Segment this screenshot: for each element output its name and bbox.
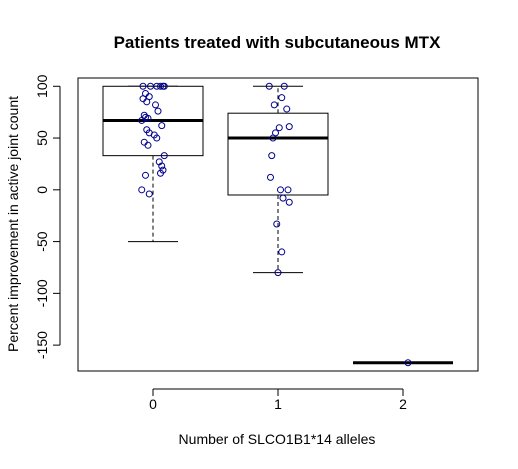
data-point — [160, 152, 168, 160]
y-tick-label: -100 — [34, 279, 50, 307]
x-axis-label: Number of SLCO1B1*14 alleles — [179, 431, 376, 447]
data-point — [154, 107, 162, 115]
box-iqr — [227, 112, 329, 196]
data-point — [278, 248, 286, 256]
data-point — [275, 124, 283, 132]
y-axis-label: Percent improvement in active joint coun… — [5, 96, 21, 352]
y-tick-label: -50 — [34, 231, 50, 251]
data-point — [138, 116, 146, 124]
data-point — [278, 94, 286, 102]
x-tick-label: 0 — [149, 396, 157, 412]
data-point — [144, 114, 152, 122]
data-point — [285, 123, 293, 131]
y-tick-label: 100 — [34, 74, 50, 98]
data-point — [277, 186, 284, 194]
boxes-layer — [102, 85, 453, 365]
x-axis: 0 1 2 — [149, 388, 407, 412]
box-group-1 — [227, 85, 329, 274]
data-point — [160, 82, 168, 90]
data-point — [157, 82, 164, 90]
data-point — [270, 101, 278, 109]
data-point — [144, 141, 152, 149]
data-point — [267, 173, 274, 181]
x-tick-label: 1 — [274, 396, 282, 412]
y-tick-label: 50 — [34, 130, 50, 146]
data-point — [284, 186, 292, 194]
y-tick-label: 0 — [34, 186, 50, 194]
data-point — [145, 190, 153, 198]
x-tick-label: 2 — [399, 396, 407, 412]
box-group-0 — [102, 85, 204, 243]
y-axis: 100 50 0 -50 -100 -150 — [34, 74, 61, 359]
data-point — [158, 162, 166, 170]
points-layer — [138, 82, 412, 367]
data-point — [139, 82, 147, 90]
data-point — [268, 152, 276, 160]
data-point — [153, 134, 161, 142]
data-point — [143, 98, 151, 106]
data-point — [283, 105, 291, 113]
data-point — [279, 194, 287, 202]
data-point — [404, 359, 412, 367]
plot-frame — [77, 77, 479, 372]
data-point — [273, 220, 281, 228]
data-point — [274, 269, 282, 277]
chart-title: Patients treated with subcutaneous MTX — [114, 33, 441, 52]
data-point — [269, 134, 277, 142]
data-point — [285, 198, 293, 206]
data-point — [280, 82, 288, 90]
data-point — [152, 101, 159, 109]
data-point — [265, 82, 273, 90]
y-tick-label: -150 — [34, 331, 50, 359]
data-point — [158, 122, 166, 130]
data-point — [138, 186, 146, 194]
data-point — [142, 171, 149, 179]
data-point — [157, 169, 164, 177]
